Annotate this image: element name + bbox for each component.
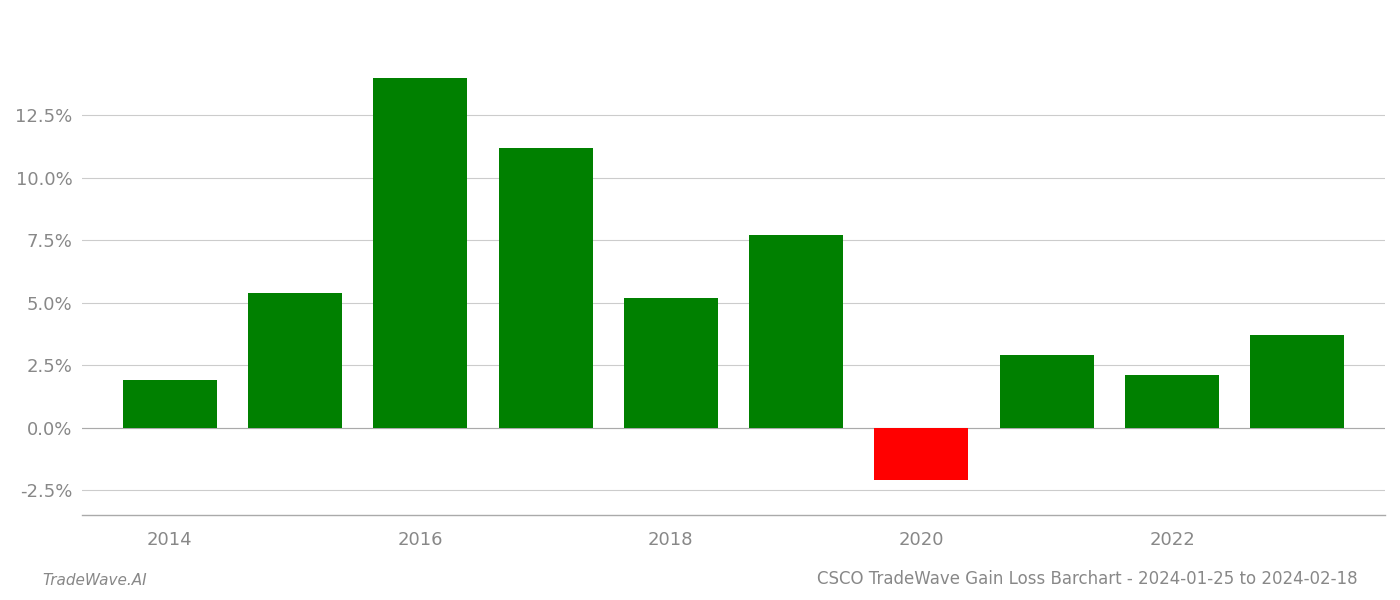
- Bar: [248, 293, 342, 428]
- Text: CSCO TradeWave Gain Loss Barchart - 2024-01-25 to 2024-02-18: CSCO TradeWave Gain Loss Barchart - 2024…: [818, 570, 1358, 588]
- Bar: [875, 428, 969, 480]
- Bar: [624, 298, 718, 428]
- Bar: [1126, 375, 1219, 428]
- Bar: [374, 77, 468, 428]
- Bar: [123, 380, 217, 428]
- Bar: [1250, 335, 1344, 428]
- Bar: [749, 235, 843, 428]
- Bar: [498, 148, 592, 428]
- Bar: [1000, 355, 1093, 428]
- Text: TradeWave.AI: TradeWave.AI: [42, 573, 147, 588]
